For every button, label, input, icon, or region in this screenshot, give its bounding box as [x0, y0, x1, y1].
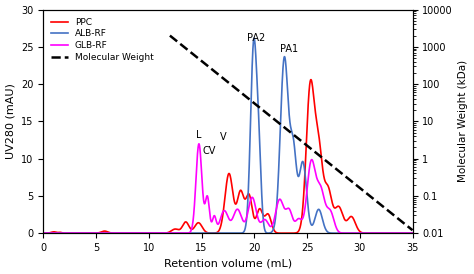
Text: V: V — [220, 132, 227, 142]
PPC — [410, 232, 415, 235]
Text: L: L — [196, 130, 201, 140]
PPC — [275, 231, 281, 235]
ALB-RF — [40, 232, 46, 235]
PPC — [260, 212, 265, 215]
ALB-RF — [118, 232, 123, 235]
Line: GLB-RF: GLB-RF — [43, 144, 412, 233]
Text: PA1: PA1 — [280, 44, 298, 54]
GLB-RF — [381, 232, 387, 235]
GLB-RF — [260, 219, 265, 222]
Line: Molecular Weight: Molecular Weight — [170, 36, 412, 230]
Line: PPC: PPC — [43, 79, 412, 233]
ALB-RF — [251, 36, 257, 40]
GLB-RF — [174, 232, 180, 235]
PPC — [381, 232, 387, 235]
X-axis label: Retention volume (mL): Retention volume (mL) — [164, 258, 292, 269]
Text: CV: CV — [202, 146, 216, 156]
Line: ALB-RF: ALB-RF — [43, 38, 412, 233]
Text: PA2: PA2 — [247, 33, 265, 43]
PPC — [40, 232, 46, 235]
PPC — [215, 230, 220, 234]
ALB-RF — [410, 232, 415, 235]
PPC — [118, 232, 123, 235]
ALB-RF — [381, 232, 387, 235]
GLB-RF — [196, 142, 202, 145]
GLB-RF — [118, 232, 123, 235]
GLB-RF — [410, 232, 415, 235]
PPC — [308, 78, 314, 81]
GLB-RF — [40, 232, 46, 235]
Legend: PPC, ALB-RF, GLB-RF, Molecular Weight: PPC, ALB-RF, GLB-RF, Molecular Weight — [48, 14, 157, 65]
Molecular Weight — [167, 34, 173, 37]
Y-axis label: Molecular Weight (kDa): Molecular Weight (kDa) — [458, 60, 468, 182]
Y-axis label: UV280 (mAU): UV280 (mAU) — [6, 83, 16, 159]
Molecular Weight — [410, 229, 415, 232]
ALB-RF — [174, 232, 180, 235]
ALB-RF — [260, 207, 265, 210]
GLB-RF — [275, 201, 281, 204]
PPC — [174, 228, 180, 231]
ALB-RF — [275, 182, 281, 185]
GLB-RF — [215, 222, 220, 226]
ALB-RF — [215, 232, 220, 235]
